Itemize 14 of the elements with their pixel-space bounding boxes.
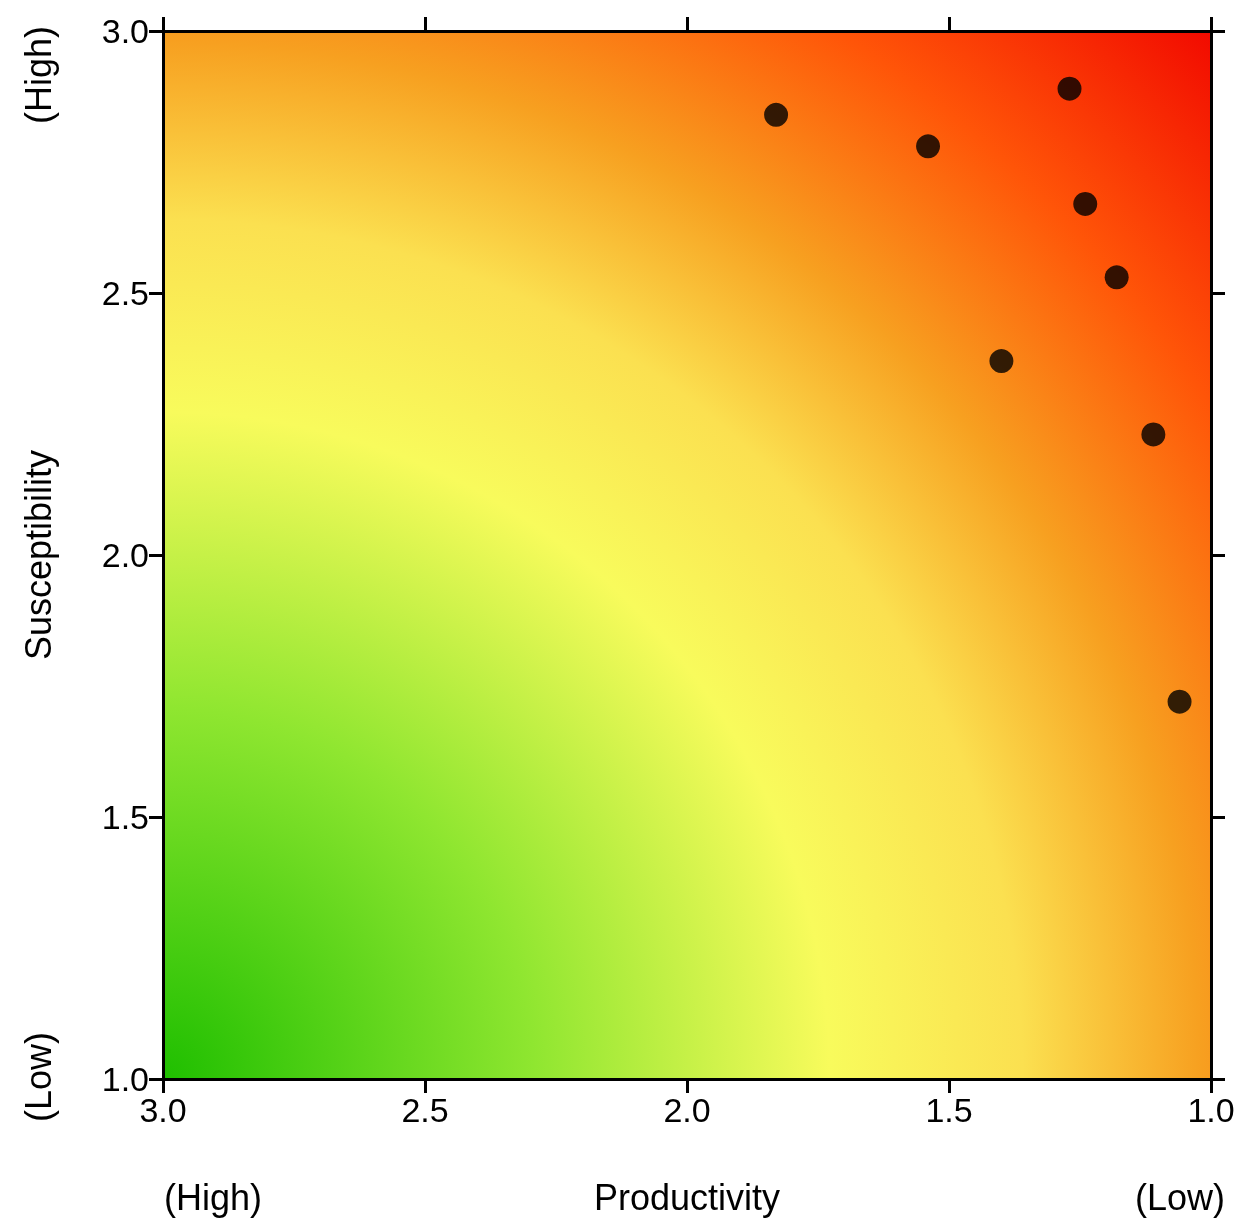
x-axis-title: Productivity [593, 1176, 781, 1218]
y-axis-title: Susceptibility [17, 449, 59, 661]
y-tick-label: 1.5 [101, 798, 149, 836]
text: (Low) [17, 1031, 59, 1123]
x-tick-label: 2.0 [663, 1091, 711, 1129]
text: (High) [17, 25, 59, 125]
x-tick-label: 1.0 [1187, 1091, 1235, 1129]
text: (High) [163, 1176, 263, 1218]
text: (Low) [1134, 1176, 1226, 1218]
y-tick-label: 2.5 [101, 274, 149, 312]
y-tick-label: 3.0 [101, 12, 149, 50]
x-tick-label: 2.5 [401, 1091, 449, 1129]
y-tick-label: 2.0 [101, 536, 149, 574]
x-tick-label: 1.5 [925, 1091, 973, 1129]
